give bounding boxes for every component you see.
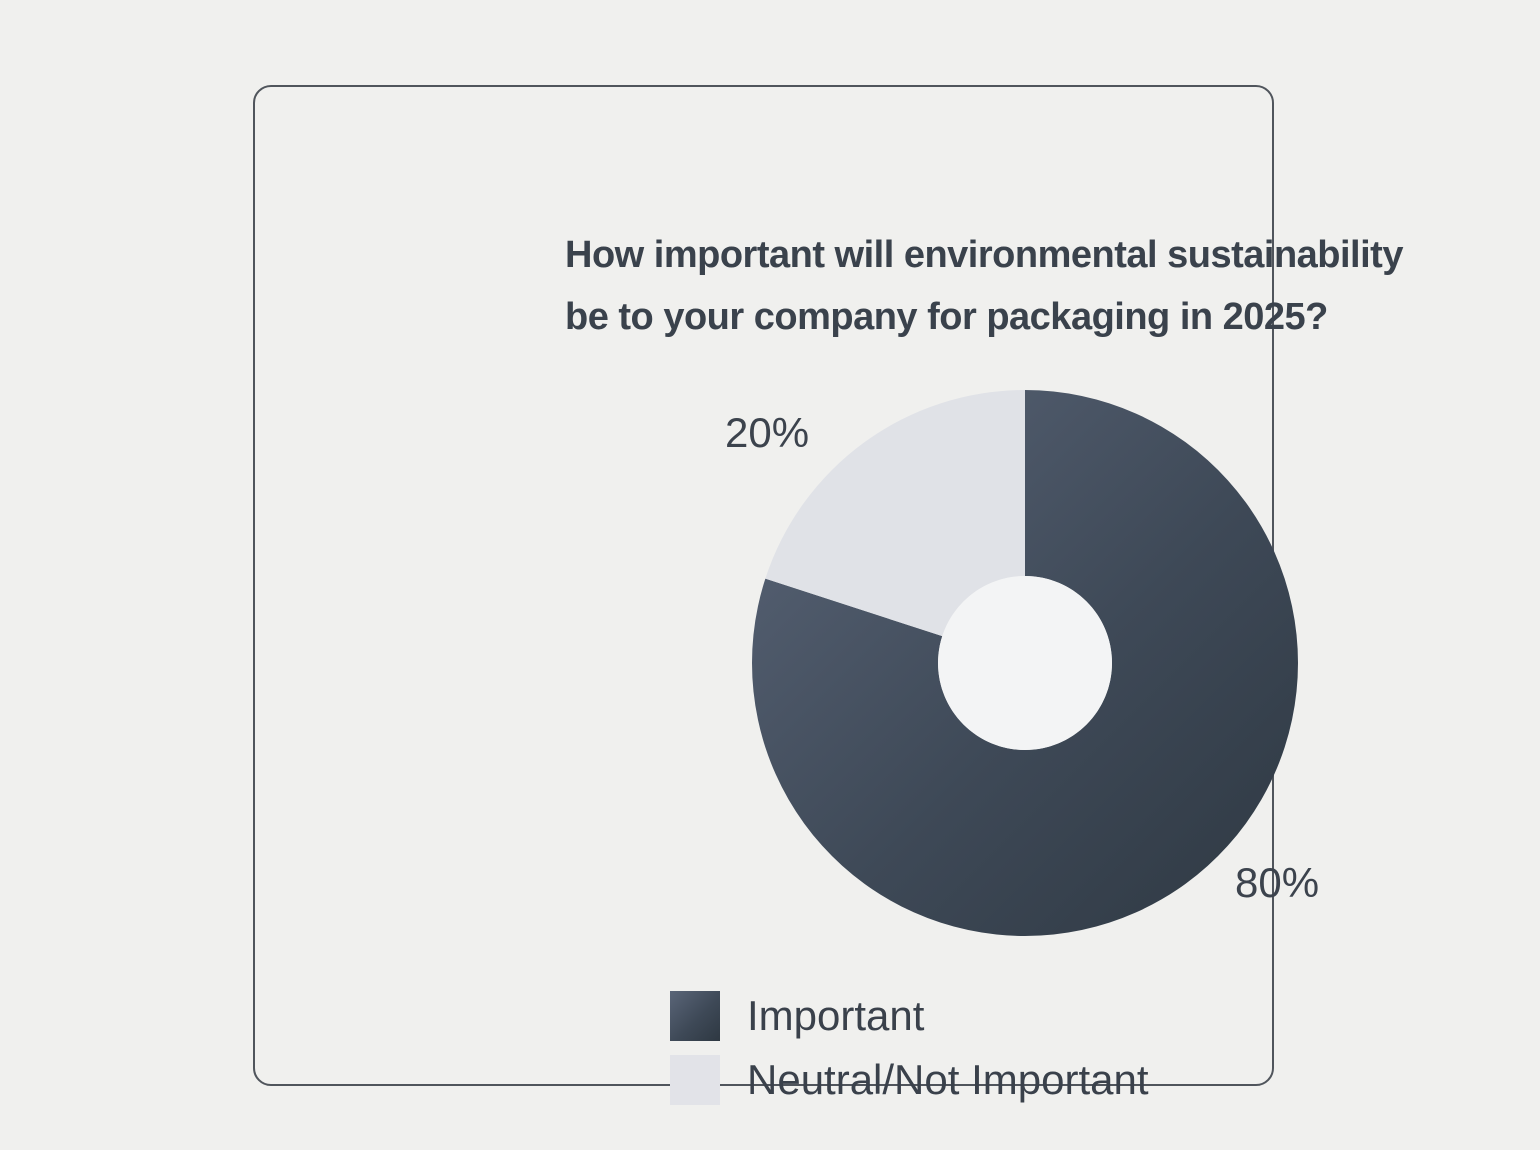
donut-hole <box>938 576 1112 750</box>
data-label-neutral: 20% <box>725 409 810 456</box>
chart-title-line1: How important will environmental sustain… <box>565 234 1403 276</box>
legend-swatch-neutral <box>670 1055 720 1105</box>
chart-title-line2: be to your company for packaging in 2025… <box>565 296 1328 338</box>
chart-card: How important will environmental sustain… <box>253 85 1403 1105</box>
legend-label-neutral: Neutral/Not Important <box>747 1056 1149 1103</box>
donut-chart-svg <box>751 390 1298 936</box>
data-label-important: 80% <box>1235 859 1320 906</box>
slice-important <box>751 390 1298 936</box>
legend-item-important: Important <box>670 991 1149 1041</box>
legend-swatch-important <box>670 991 720 1041</box>
legend: Important Neutral/Not Important <box>670 991 1149 1105</box>
legend-label-important: Important <box>747 992 925 1039</box>
legend-item-neutral: Neutral/Not Important <box>670 1055 1149 1105</box>
chart-title: How important will environmental sustain… <box>565 224 1403 348</box>
slice-neutral <box>765 390 1025 637</box>
donut-chart <box>745 383 1305 943</box>
